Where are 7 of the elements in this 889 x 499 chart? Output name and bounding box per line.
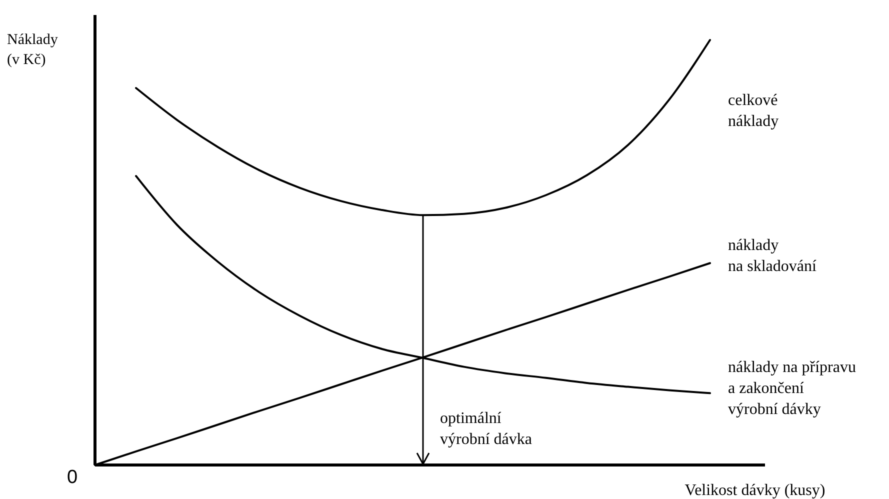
text: 0 [67,467,78,488]
annotation: optimální výrobní dávka [440,410,532,448]
y-axis-title: Náklady (v Kč) [7,32,58,68]
x-axis-title: Velikost dávky (kusy) [684,482,826,499]
series-label: náklady na skladování [728,237,817,276]
series-label: náklady na přípravu a zakončení výrobní dávky [728,359,856,418]
text: celkové náklady [728,92,779,130]
